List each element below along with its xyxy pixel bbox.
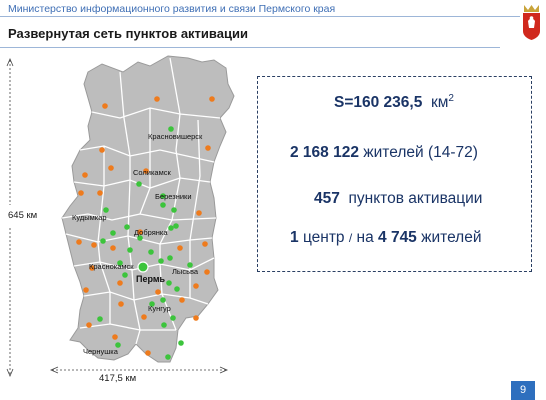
header-divider — [0, 16, 520, 17]
vertical-dimension-arrows — [6, 57, 14, 378]
city-label-kudymkar: Кудымкар — [72, 213, 107, 222]
city-label-chernushka: Чернушка — [83, 347, 119, 356]
city-label-lysva: Лысьва — [172, 267, 199, 276]
map-height-label: 645 км — [8, 210, 38, 221]
activation-points-orange — [76, 96, 215, 356]
page-number: 9 — [511, 381, 535, 400]
stat-ratio: 1 центр / на 4 745 жителей — [290, 229, 482, 246]
city-label-perm: Пермь — [136, 274, 166, 284]
stat-area: S=160 236,5 км2 — [334, 93, 454, 112]
stat-activation-points: 457 пунктов активации — [314, 190, 483, 207]
city-label-krasnovishersk: Красновишерск — [148, 132, 203, 141]
region-shape — [61, 55, 235, 363]
page-title: Развернутая сеть пунктов активации — [8, 26, 248, 41]
stats-box — [257, 76, 532, 272]
activation-points-green — [97, 126, 193, 360]
city-label-berezniki: Березники — [155, 192, 192, 201]
city-label-solikamsk: Соликамск — [133, 168, 172, 177]
coat-of-arms-icon — [523, 5, 540, 40]
city-label-kungur: Кунгур — [148, 304, 171, 313]
city-label-dobryanka: Добрянка — [134, 228, 168, 237]
ministry-name: Министерство информационного развития и … — [8, 3, 336, 15]
map-width-label: 417,5 км — [99, 373, 137, 384]
horizontal-dimension-arrows — [49, 366, 229, 374]
stat-population: 2 168 122 жителей (14-72) — [290, 144, 478, 161]
city-label-krasnokamsk: Краснокамск — [89, 262, 134, 271]
title-divider — [0, 47, 500, 48]
perm-city-marker — [137, 261, 149, 273]
perm-krai-map: Красновишерск Соликамск Березники Кудымк… — [6, 55, 235, 378]
